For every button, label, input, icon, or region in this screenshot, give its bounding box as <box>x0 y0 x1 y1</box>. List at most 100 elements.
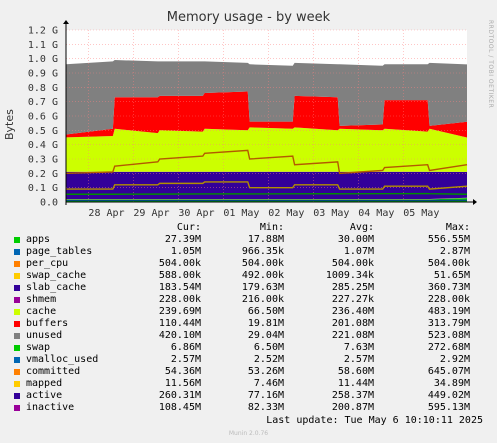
legend-row-inactive: inactive 108.45M 82.33M 200.87M 595.13M <box>0 402 497 414</box>
legend-label: committed <box>26 366 81 377</box>
legend: apps 27.39M 17.88M 30.00M 556.55M page_tables… <box>0 234 497 414</box>
legend-value-min: 29.04M <box>247 330 284 341</box>
legend-header: Cur: Min: Avg: Max: <box>0 222 497 234</box>
legend-value-min: 504.00k <box>241 258 284 269</box>
legend-value-cur: 108.45M <box>158 402 201 413</box>
legend-row-buffers: buffers 110.44M 19.81M 201.08M 313.79M <box>0 318 497 330</box>
legend-value-min: 77.16M <box>247 390 284 401</box>
legend-row-swap-cache: swap_cache 588.00k 492.00k 1009.34k 51.65M <box>0 270 497 282</box>
x-tick-label: 01 May <box>223 208 259 219</box>
y-tick-label: 0.7 G <box>28 97 58 108</box>
rrdtool-credit: RRDTOOL / TOBI OETIKER <box>487 20 494 109</box>
munin-credit: Munin 2.0.76 <box>228 430 269 437</box>
legend-value-max: 483.19M <box>427 306 470 317</box>
legend-label: cache <box>26 306 57 317</box>
legend-value-cur: 11.56M <box>164 378 201 389</box>
legend-label: unused <box>26 330 63 341</box>
legend-swatch <box>14 297 20 303</box>
legend-swatch <box>14 345 20 351</box>
legend-label: shmem <box>26 294 57 305</box>
legend-label: page_tables <box>26 246 93 257</box>
legend-value-min: 966.35k <box>241 246 284 257</box>
y-tick-label: 0.8 G <box>28 83 58 94</box>
legend-value-avg: 236.40M <box>331 306 374 317</box>
legend-row-page-tables: page_tables 1.05M 966.35k 1.07M 2.87M <box>0 246 497 258</box>
legend-value-max: 2.92M <box>439 354 470 365</box>
legend-value-cur: 6.86M <box>170 342 201 353</box>
legend-swatch <box>14 285 20 291</box>
legend-label: per_cpu <box>26 258 69 269</box>
legend-value-min: 7.46M <box>253 378 284 389</box>
legend-value-min: 2.52M <box>253 354 284 365</box>
area-slab_cache <box>66 171 467 200</box>
y-tick-label: 0.1 G <box>28 183 58 194</box>
legend-value-max: 2.87M <box>439 246 470 257</box>
legend-swatch <box>14 381 20 387</box>
legend-row-cache: cache 239.69M 66.50M 236.40M 483.19M <box>0 306 497 318</box>
legend-value-cur: 504.00k <box>158 258 201 269</box>
y-tick-label: 1.1 G <box>28 40 58 51</box>
legend-value-min: 216.00k <box>241 294 284 305</box>
legend-value-max: 360.73M <box>427 282 470 293</box>
legend-value-min: 82.33M <box>247 402 284 413</box>
x-tick-label: 02 May <box>268 208 304 219</box>
legend-value-max: 523.08M <box>427 330 470 341</box>
legend-label: mapped <box>26 378 63 389</box>
line-committed <box>66 192 468 195</box>
area-cache <box>66 127 467 172</box>
legend-value-avg: 7.63M <box>343 342 374 353</box>
legend-value-cur: 228.00k <box>158 294 201 305</box>
legend-row-committed: committed 54.36M 53.26M 58.60M 645.07M <box>0 366 497 378</box>
legend-label: vmalloc_used <box>26 354 99 365</box>
legend-value-avg: 1.07M <box>343 246 374 257</box>
legend-value-min: 53.26M <box>247 366 284 377</box>
legend-header-max: Max: <box>445 222 470 233</box>
legend-row-mapped: mapped 11.56M 7.46M 11.44M 34.89M <box>0 378 497 390</box>
y-tick-label: 0.4 G <box>28 140 58 151</box>
x-axis-arrow <box>473 199 477 205</box>
legend-swatch <box>14 405 20 411</box>
legend-value-min: 17.88M <box>247 234 284 245</box>
legend-value-min: 492.00k <box>241 270 284 281</box>
memory-chart: 0.0 0.1 G 0.2 G 0.3 G 0.4 G 0.5 G 0.6 G 0.7 G 0.… <box>28 20 477 219</box>
legend-swatch <box>14 321 20 327</box>
y-tick-label: 0.2 G <box>28 169 58 180</box>
legend-value-max: 313.79M <box>427 318 470 329</box>
last-update: Last update: Tue May 6 10:10:11 2025 <box>266 415 483 426</box>
legend-row-shmem: shmem 228.00k 216.00k 227.27k 228.00k <box>0 294 497 306</box>
legend-row-active: active 260.31M 77.16M 258.37M 449.02M <box>0 390 497 402</box>
legend-value-max: 504.00k <box>427 258 470 269</box>
y-tick-label: 0.6 G <box>28 112 58 123</box>
legend-swatch <box>14 369 20 375</box>
legend-value-avg: 11.44M <box>337 378 374 389</box>
legend-value-avg: 201.08M <box>331 318 374 329</box>
legend-value-cur: 2.57M <box>170 354 201 365</box>
legend-row-per-cpu: per_cpu 504.00k 504.00k 504.00k 504.00k <box>0 258 497 270</box>
legend-label: apps <box>26 234 51 245</box>
legend-label: active <box>26 390 63 401</box>
legend-value-cur: 239.69M <box>158 306 201 317</box>
legend-value-avg: 258.37M <box>331 390 374 401</box>
line-inactive <box>66 181 468 190</box>
legend-value-avg: 58.60M <box>337 366 374 377</box>
legend-value-avg: 200.87M <box>331 402 374 413</box>
legend-label: slab_cache <box>26 282 87 293</box>
x-tick-label: 29 Apr <box>133 208 169 219</box>
legend-value-cur: 27.39M <box>164 234 201 245</box>
legend-swatch <box>14 249 20 255</box>
legend-value-cur: 420.10M <box>158 330 201 341</box>
legend-swatch <box>14 357 20 363</box>
legend-value-max: 51.65M <box>433 270 470 281</box>
y-tick-label: 0.5 G <box>28 126 58 137</box>
legend-row-apps: apps 27.39M 17.88M 30.00M 556.55M <box>0 234 497 246</box>
area-buffers <box>66 91 467 138</box>
legend-row-swap: swap 6.86M 6.50M 7.63M 272.68M <box>0 342 497 354</box>
y-tick-label: 1.2 G <box>28 26 58 37</box>
chart-title: Memory usage - by week <box>166 10 331 25</box>
legend-swatch <box>14 393 20 399</box>
legend-value-cur: 110.44M <box>158 318 201 329</box>
y-tick-label: 1.0 G <box>28 54 58 65</box>
legend-value-min: 6.50M <box>253 342 284 353</box>
legend-value-max: 595.13M <box>427 402 470 413</box>
legend-swatch <box>14 309 20 315</box>
